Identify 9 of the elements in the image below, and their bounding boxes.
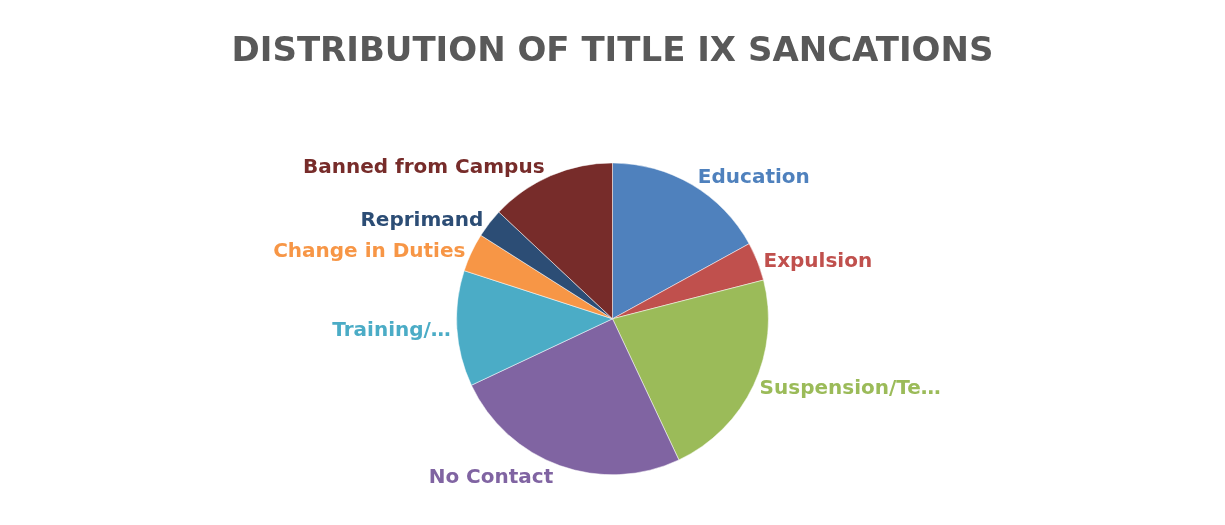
slice-label: Reprimand <box>360 206 484 231</box>
slice-label: Expulsion <box>763 247 873 272</box>
chart-title: DISTRIBUTION OF TITLE IX SANCATIONS <box>231 28 994 69</box>
slice-label: Training/… <box>332 316 451 341</box>
slice-label: Education <box>697 163 810 188</box>
slice-label: No Contact <box>428 464 554 489</box>
slice-label: Change in Duties <box>273 238 466 263</box>
slice-label: Suspension/Te… <box>759 375 941 400</box>
slice-label: Banned from Campus <box>302 153 545 178</box>
